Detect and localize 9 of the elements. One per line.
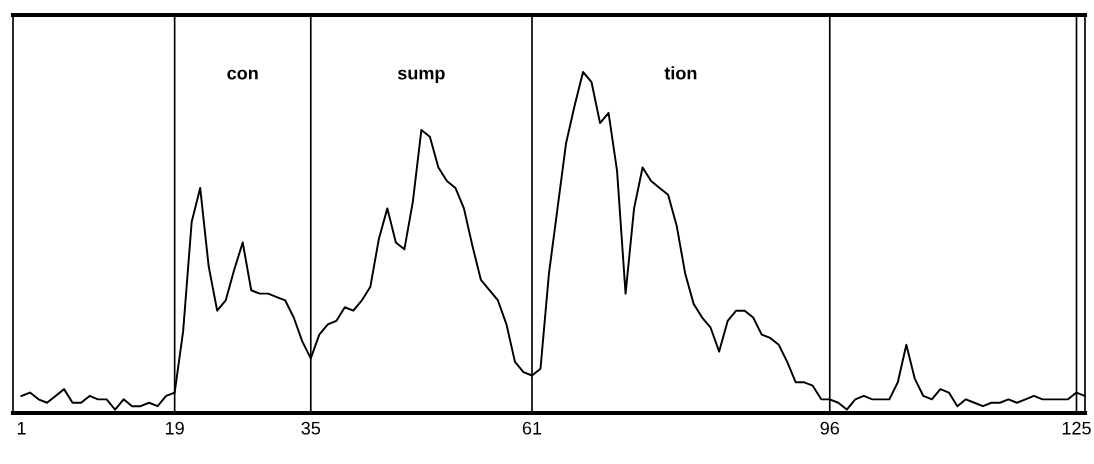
- x-tick-label: 61: [522, 421, 542, 435]
- x-tick-label: 35: [301, 421, 321, 435]
- annotation: con: [227, 69, 258, 80]
- annotation: sump: [397, 69, 445, 84]
- x-tick-label: 125: [1062, 421, 1091, 435]
- x-tick-label: 1: [17, 422, 26, 435]
- annotation: tion: [664, 66, 697, 80]
- x-tick-label: 19: [165, 421, 184, 435]
- x-tick-label: 96: [820, 421, 840, 435]
